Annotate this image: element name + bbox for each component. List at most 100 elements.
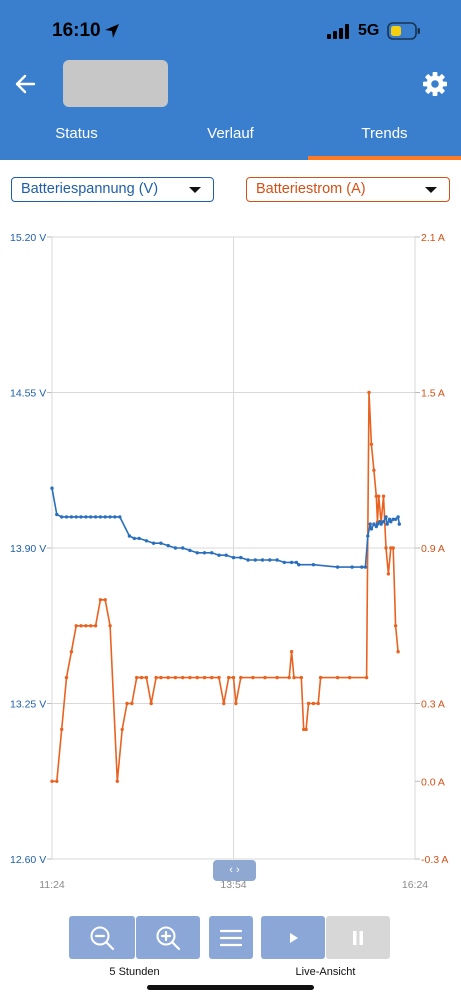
active-tab-indicator — [308, 156, 461, 160]
battery-voltage-point — [166, 543, 170, 548]
trend-chart[interactable]: 15.20 V 14.55 V 13.90 V 13.25 V 12.60 V 11:24… — [0, 220, 461, 900]
battery-current-point — [139, 675, 144, 680]
right-axis-select[interactable]: Batteriestrom (A) — [246, 177, 450, 202]
battery-current-point — [159, 675, 163, 680]
battery-current-point — [84, 624, 88, 628]
battery-voltage-point — [132, 536, 136, 541]
battery-current-point — [275, 675, 279, 680]
battery-voltage-point — [137, 536, 141, 541]
battery-current-point — [60, 727, 64, 732]
battery-voltage-point — [384, 515, 388, 519]
battery-voltage-point — [369, 527, 374, 531]
battery-voltage-point — [268, 558, 272, 562]
battery-voltage-point — [113, 515, 117, 519]
battery-current-point — [173, 675, 178, 680]
chevron-down-icon — [425, 187, 437, 193]
battery-current-point — [135, 675, 139, 680]
pause-icon — [353, 931, 363, 945]
left-axis-select[interactable]: Batteriespannung (V) — [11, 177, 214, 202]
battery-current-point — [251, 675, 255, 680]
battery-voltage-point — [385, 522, 389, 526]
battery-voltage-point — [98, 515, 103, 519]
tab-trends[interactable]: Trends — [361, 125, 408, 142]
battery-voltage-point — [360, 565, 364, 569]
battery-voltage-point — [275, 558, 279, 562]
battery-current-point — [125, 701, 129, 706]
battery-voltage-point — [108, 515, 112, 519]
battery-current-point — [188, 675, 192, 680]
battery-current-point — [316, 701, 320, 706]
battery-current-point — [335, 675, 340, 680]
battery-current-point — [396, 650, 400, 654]
battery-voltage-point — [391, 517, 395, 521]
battery-voltage-point — [181, 546, 185, 550]
battery-voltage-point — [64, 515, 69, 519]
zoom-out-button[interactable] — [69, 916, 135, 959]
status-time: 16:10 — [52, 20, 101, 41]
tab-status[interactable]: Status — [55, 125, 98, 142]
gear-icon[interactable] — [420, 69, 450, 99]
location-arrow-icon — [105, 24, 119, 38]
timeline-drag-handle[interactable]: ‹ › — [213, 860, 256, 881]
battery-current-point — [348, 675, 352, 680]
battery-voltage-point — [224, 553, 228, 557]
battery-current-point — [115, 779, 120, 783]
battery-current-point — [55, 779, 59, 783]
battery-current-point — [389, 546, 393, 550]
battery-current-series-line — [52, 391, 399, 783]
battery-voltage-point — [297, 563, 301, 567]
battery-current-point — [210, 675, 214, 680]
zoom-in-icon — [156, 926, 181, 951]
chevron-down-icon — [189, 187, 201, 193]
battery-current-point — [195, 675, 199, 680]
arrow-left-icon[interactable] — [12, 70, 40, 98]
battery-voltage-point — [84, 515, 88, 519]
play-icon — [290, 933, 298, 943]
right-axis-select-label: Batteriestrom (A) — [256, 181, 366, 197]
network-type: 5G — [358, 22, 380, 39]
battery-current-point — [381, 494, 386, 498]
battery-current-point — [79, 624, 83, 628]
battery-current-point — [289, 650, 294, 654]
battery-voltage-point — [202, 551, 207, 555]
battery-voltage-point — [282, 560, 286, 565]
battery-current-point — [369, 442, 374, 446]
battery-voltage-point — [118, 515, 122, 519]
battery-current-point — [239, 675, 243, 680]
battery-current-point — [302, 727, 306, 732]
battery-voltage-point — [55, 512, 59, 517]
battery-current-point — [89, 624, 93, 628]
battery-current-point — [64, 675, 69, 680]
left-tick-label: 15.20 V — [10, 232, 46, 244]
x-tick-label: 13:54 — [220, 879, 246, 891]
menu-button[interactable] — [209, 916, 253, 959]
x-tick-label: 16:24 — [402, 879, 428, 891]
battery-voltage-point — [103, 515, 107, 519]
battery-current-point — [372, 468, 376, 472]
device-name-redacted — [63, 60, 168, 107]
tab-verlauf[interactable]: Verlauf — [207, 125, 254, 142]
battery-current-point — [377, 494, 381, 498]
battery-voltage-point — [144, 539, 149, 543]
battery-voltage-point — [210, 551, 214, 555]
left-tick-label: 13.90 V — [10, 543, 46, 555]
battery-current-point — [50, 779, 54, 783]
battery-current-point — [231, 675, 236, 680]
battery-voltage-point — [253, 558, 257, 562]
battery-voltage-point — [396, 515, 400, 519]
play-button[interactable] — [261, 916, 325, 959]
pause-button[interactable] — [326, 916, 390, 959]
battery-voltage-point — [239, 555, 243, 560]
battery-voltage-point — [363, 565, 368, 569]
battery-voltage-point — [372, 522, 376, 526]
battery-voltage-point — [397, 522, 401, 526]
battery-voltage-point — [50, 486, 54, 490]
battery-current-point — [306, 701, 311, 706]
battery-current-point — [292, 675, 296, 680]
status-bar: 16:10 5G — [0, 0, 461, 62]
zoom-in-button[interactable] — [136, 916, 200, 959]
battery-current-point — [287, 675, 291, 680]
left-tick-label: 12.60 V — [10, 854, 46, 866]
battery-voltage-point — [335, 565, 340, 569]
right-tick-label: 0.3 A — [421, 699, 445, 711]
